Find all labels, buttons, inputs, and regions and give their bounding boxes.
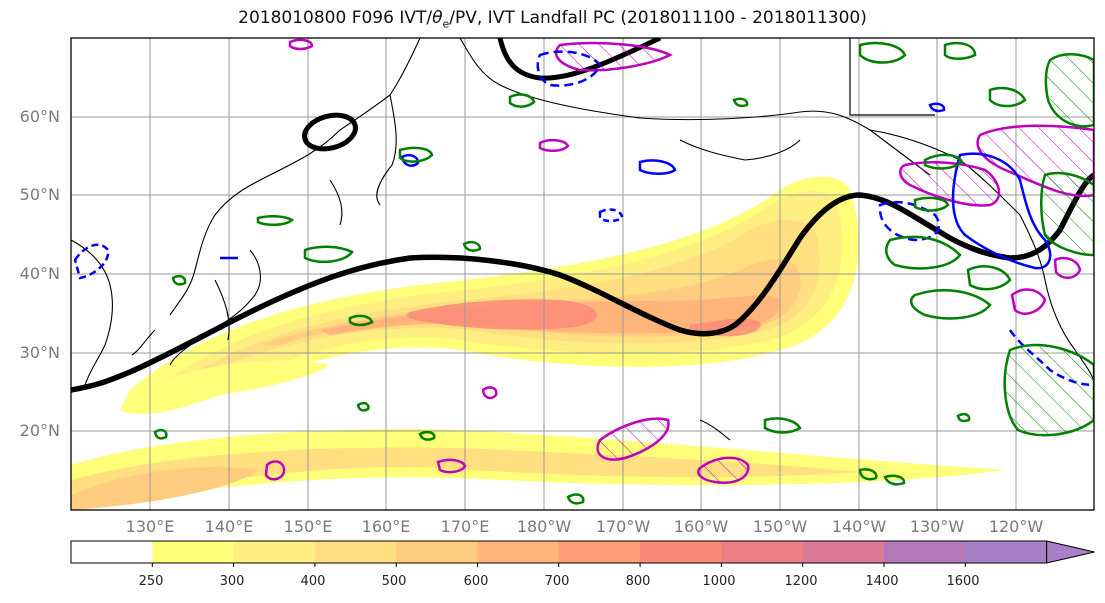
graticule — [71, 38, 1094, 510]
map-title: 2018010800 F096 IVT/θe/PV, IVT Landfall … — [238, 8, 867, 31]
colorbar-tick-label: 250 — [138, 574, 164, 589]
lon-label: 150°E — [283, 517, 333, 536]
colorbar-tick-label: 400 — [300, 574, 326, 589]
lon-label: 160°E — [361, 517, 411, 536]
colorbar-tick-label: 300 — [219, 574, 245, 589]
colorbar-segment — [396, 541, 478, 563]
colorbar-segment — [965, 541, 1048, 563]
lon-label: 140°E — [204, 517, 254, 536]
colorbar-segment — [640, 541, 722, 563]
lon-label: 160°W — [673, 517, 729, 536]
lat-label: 50°N — [19, 185, 60, 204]
lon-label: 150°W — [752, 517, 808, 536]
lon-label: 130°E — [125, 517, 175, 536]
lon-label: 170°E — [440, 517, 490, 536]
lat-label: 20°N — [19, 421, 60, 440]
colorbar-extend-arrow — [1046, 540, 1095, 564]
map-frame — [70, 37, 1095, 511]
lon-label: 170°W — [595, 517, 651, 536]
colorbar-tick-label: 700 — [544, 574, 570, 589]
colorbar — [70, 540, 1095, 567]
colorbar-tick-label: 1200 — [784, 574, 818, 589]
colorbar-segment — [314, 541, 397, 563]
colorbar-segment — [558, 541, 641, 563]
lon-label: 130°W — [909, 517, 965, 536]
colorbar-tick-label: 800 — [625, 574, 651, 589]
colorbar-tick-label: 1400 — [865, 574, 899, 589]
colorbar-segment — [233, 541, 316, 563]
theta-contour — [71, 172, 1094, 393]
colorbar-segment — [802, 541, 885, 563]
colorbar-segment — [884, 541, 966, 563]
colorbar-tick-label: 500 — [381, 574, 407, 589]
theta-closed-contour — [302, 112, 358, 152]
pv-green-contours — [153, 41, 1094, 505]
colorbar-segment — [71, 541, 153, 563]
lon-label: 120°W — [988, 517, 1044, 536]
colorbar-segment — [477, 541, 560, 563]
colorbar-tick-label: 1000 — [702, 574, 736, 589]
colorbar-tick-label: 1600 — [946, 574, 980, 589]
lat-label: 60°N — [19, 107, 60, 126]
border-line — [849, 38, 935, 116]
colorbar-segment — [721, 541, 804, 563]
colorbar-segment — [152, 541, 235, 563]
lon-label: 140°W — [831, 517, 887, 536]
lat-label: 40°N — [19, 264, 60, 283]
lon-label: 180°W — [516, 517, 572, 536]
lat-label: 30°N — [19, 343, 60, 362]
colorbar-tick-label: 600 — [463, 574, 489, 589]
